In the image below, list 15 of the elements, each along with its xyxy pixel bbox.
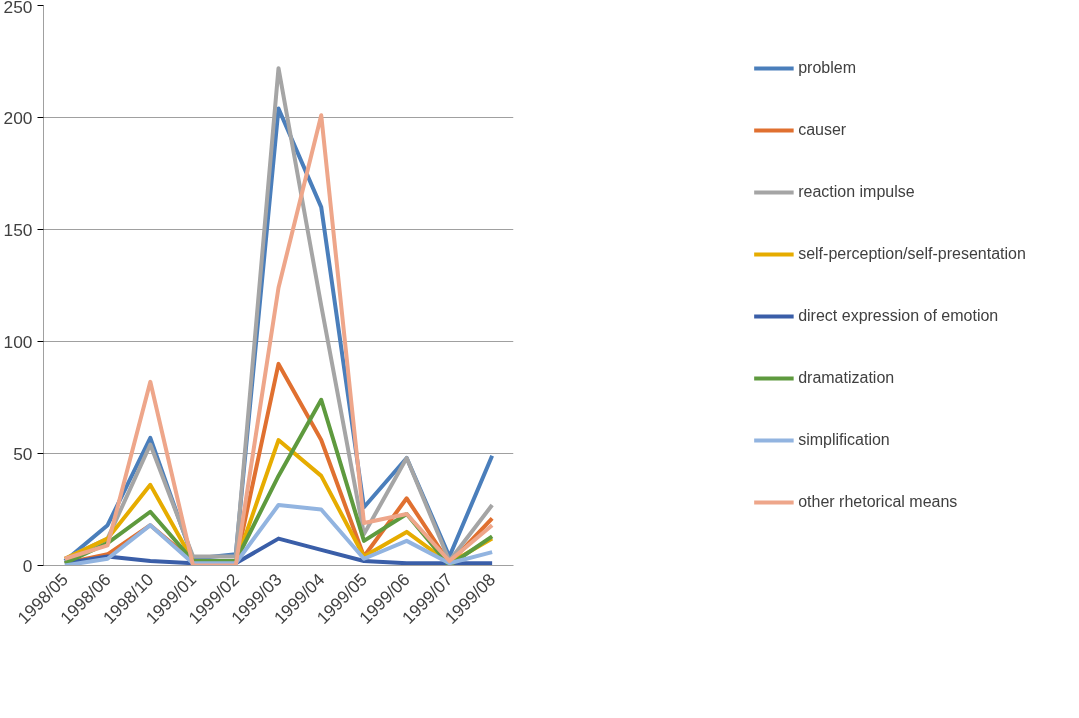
legend-label: direct expression of emotion [798, 307, 999, 325]
y-tick-label: 0 [22, 555, 33, 576]
line-series [62, 503, 495, 566]
y-tick-label: 100 [3, 331, 33, 352]
y-tick-label: 50 [13, 443, 33, 464]
legend-label: problem [798, 59, 856, 77]
y-tick-label: 200 [3, 107, 33, 128]
legend-label: reaction impulse [798, 183, 915, 201]
legend-label: causer [798, 121, 847, 139]
legend-label: dramatization [798, 369, 895, 387]
y-tick-label: 250 [3, 0, 33, 17]
legend-label: other rhetorical means [798, 493, 958, 511]
y-tick-label: 150 [3, 219, 33, 240]
legend-label: simplification [798, 431, 890, 449]
legend-label: self-perception/self-presentation [798, 245, 1026, 263]
